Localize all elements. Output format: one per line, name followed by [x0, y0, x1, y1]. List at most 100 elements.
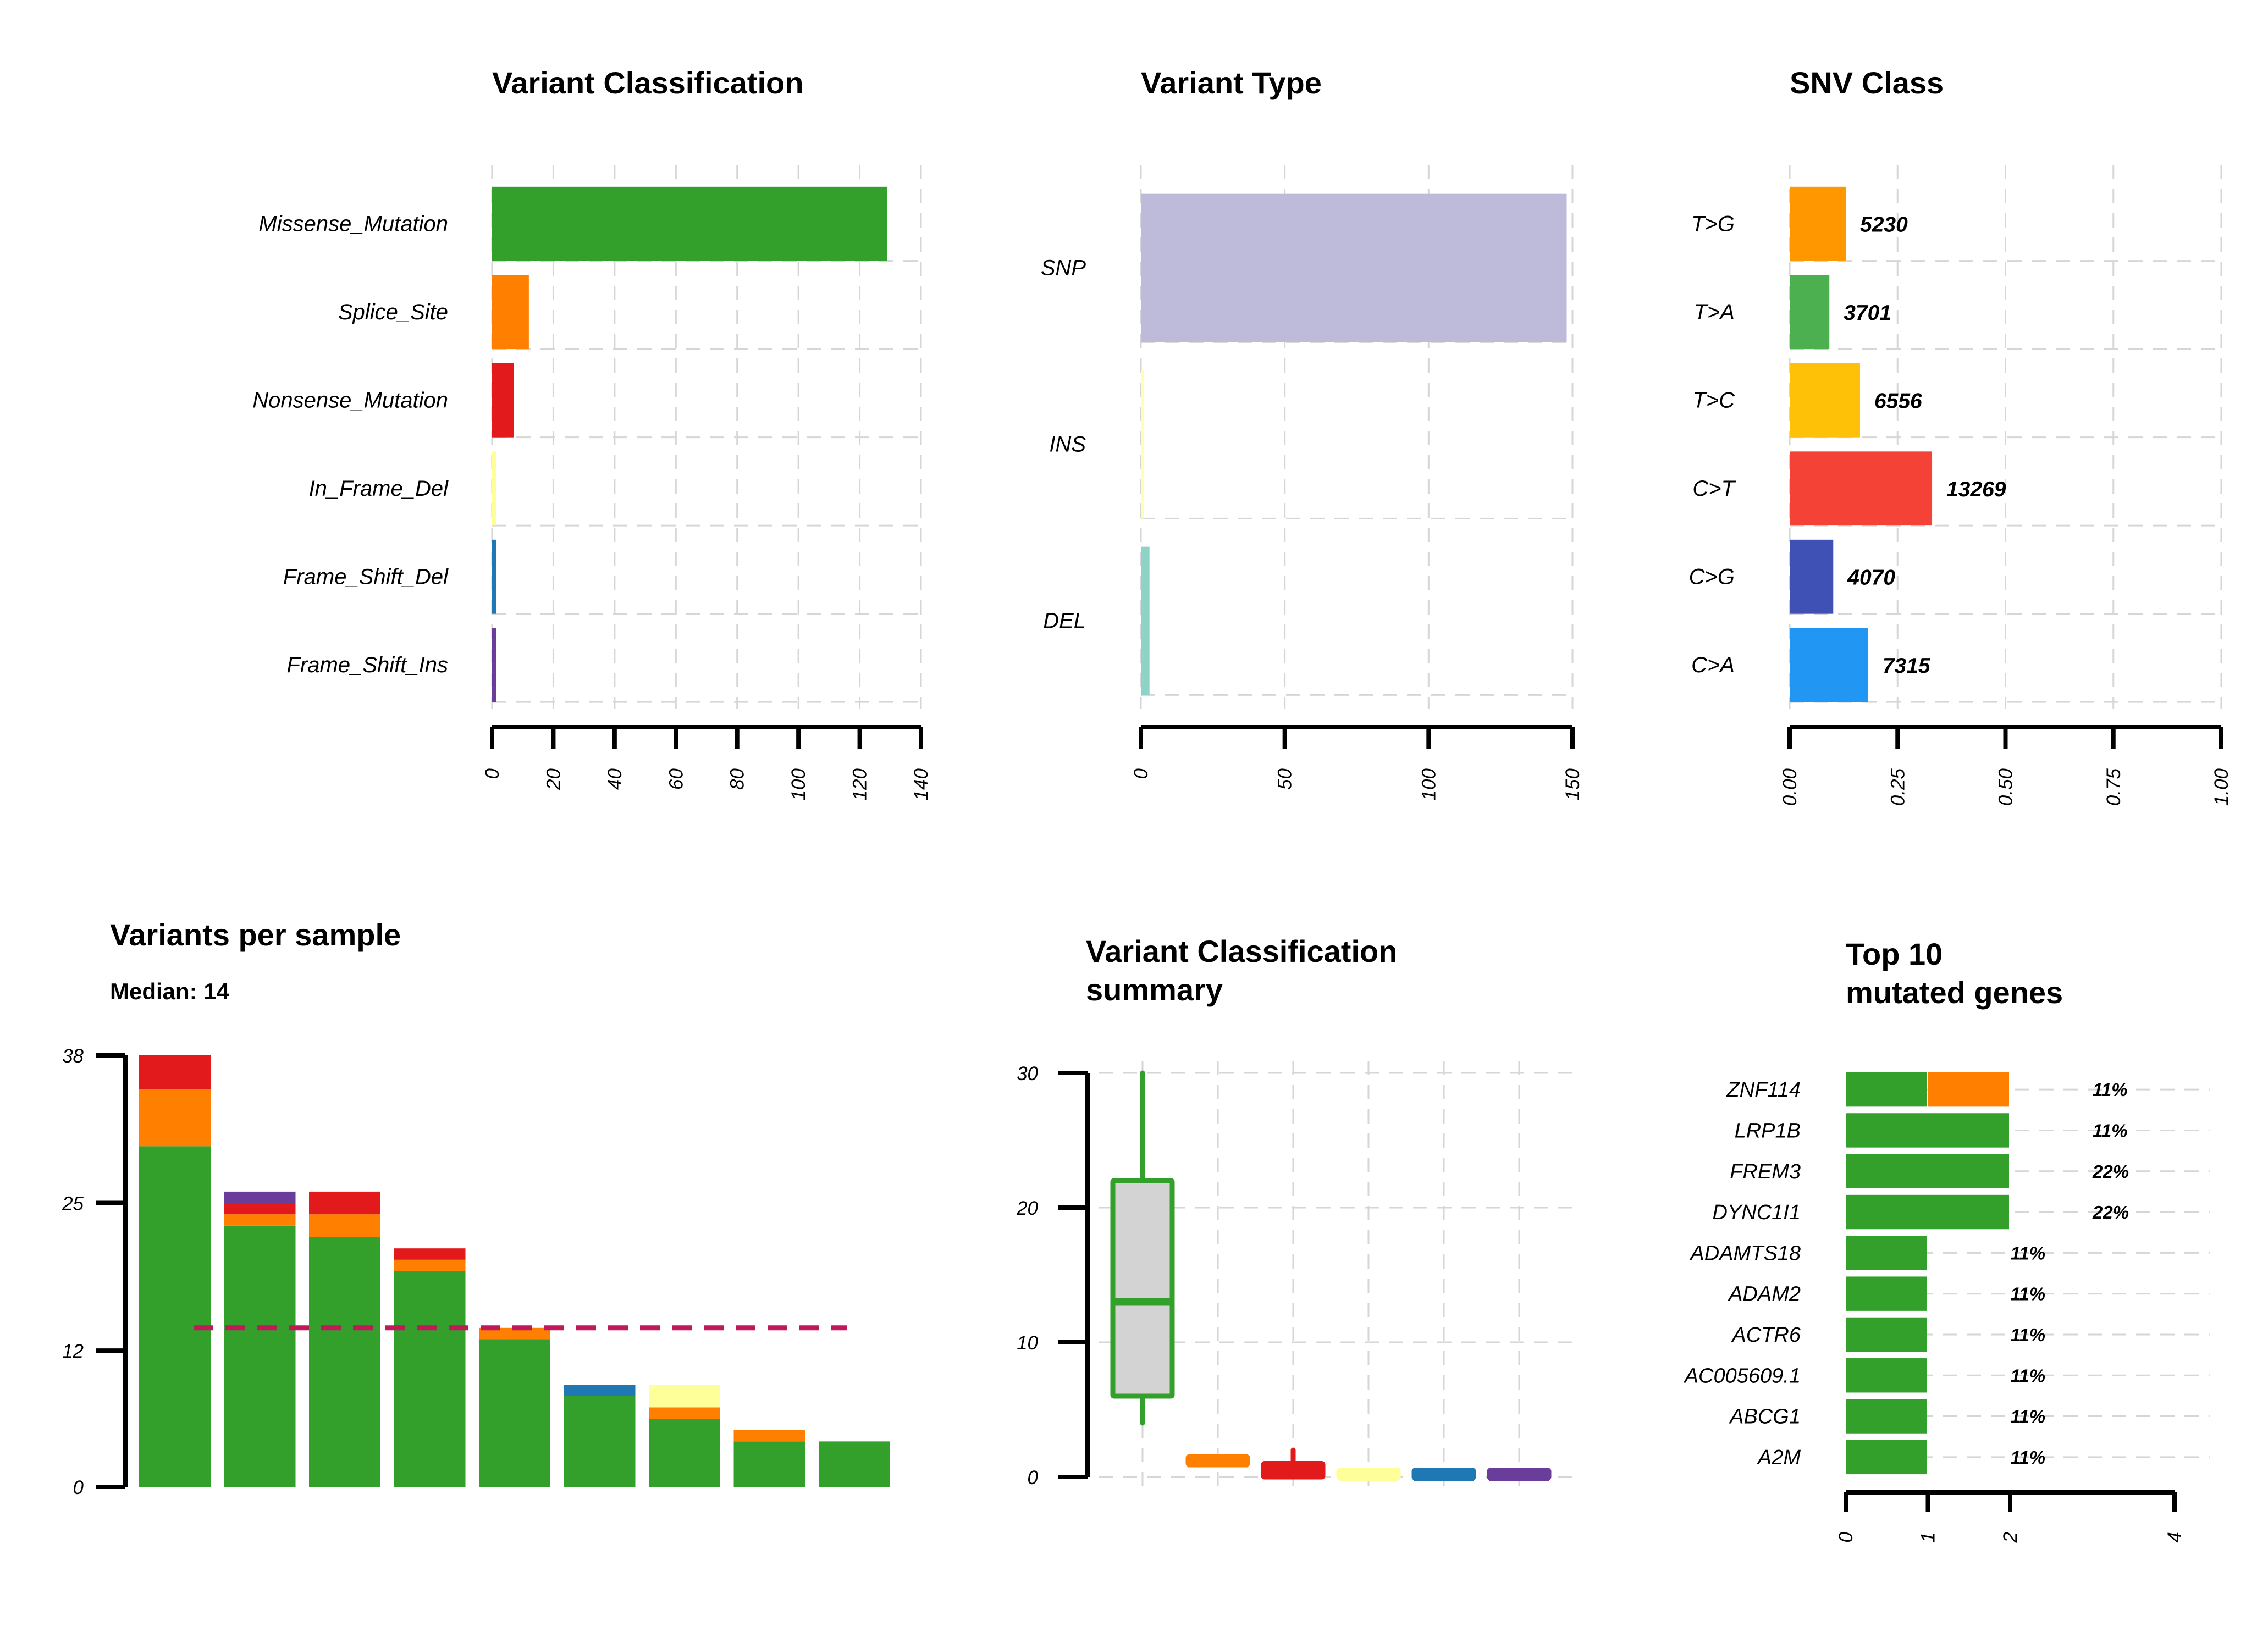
- vps-bar-sample2-missense-mutation: [224, 1225, 296, 1487]
- snv-count-c-t: 13269: [1946, 478, 2006, 501]
- snv-count-c-g: 4070: [1847, 566, 1895, 589]
- snv-count-t-a: 3701: [1844, 301, 1891, 325]
- vps-y-tick-label: 38: [62, 1045, 84, 1067]
- top10-title-line1: Top 10: [1846, 937, 1943, 971]
- top10-percent-actr6: 11%: [2011, 1325, 2046, 1345]
- vps-title: Variants per sample: [110, 917, 401, 952]
- top10-percent-abcg1: 11%: [2011, 1407, 2046, 1427]
- vps-bar-sample4-missense-mutation: [394, 1271, 466, 1487]
- top10-bar-frem3-missense-mutation: [1846, 1154, 2009, 1188]
- vt-x-tick-label: 150: [1562, 768, 1583, 800]
- top10-gene-abcg1: ABCG1: [1729, 1405, 1801, 1429]
- variant-classification-summary-chart: 0 10 20 30: [1016, 1061, 1575, 1491]
- vt-title: Variant Type: [1141, 65, 1322, 100]
- vc-x-tick-label: 0: [482, 768, 503, 779]
- vps-bar-sample3-nonsense-mutation: [309, 1191, 380, 1215]
- top10-percent-adam2: 11%: [2011, 1284, 2046, 1304]
- snv-class-chart: T>G 5230 T>A 3701 T>C 6556 C>T 13269 C>G 4070 C>A 7…: [1689, 165, 2232, 806]
- vc-label-frame-shift-del: Frame_Shift_Del: [283, 565, 449, 589]
- snv-bar-t-c: [1790, 363, 1860, 438]
- vt-x-tick-label: 50: [1274, 768, 1296, 789]
- vc-label-splice-site: Splice_Site: [338, 300, 448, 324]
- vps-bar-sample8-missense-mutation: [733, 1441, 805, 1487]
- top10-bar-a2m-missense-mutation: [1846, 1440, 1927, 1475]
- top10-gene-adamts18: ADAMTS18: [1689, 1242, 1801, 1265]
- vcs-y-tick-label: 20: [1016, 1198, 1038, 1219]
- snv-count-t-c: 6556: [1874, 389, 1922, 413]
- vc-x-tick-label: 120: [849, 768, 871, 800]
- top10-genes-chart: ZNF114 11% LRP1B 11% FREM3 22% DYNC1I1 22% ADAMT…: [1684, 1072, 2210, 1543]
- vc-bar-frame-shift-ins: [492, 628, 496, 702]
- vt-label-del: DEL: [1043, 609, 1086, 633]
- top10-x-tick-label: 0: [1835, 1531, 1857, 1542]
- snv-label-t-c: T>C: [1692, 388, 1735, 412]
- snv-x-tick-label: 0.75: [2103, 768, 2124, 806]
- vps-bar-sample2-splice-site: [224, 1214, 296, 1226]
- snv-label-c-a: C>A: [1691, 653, 1735, 677]
- top10-percent-znf114: 11%: [2093, 1080, 2128, 1100]
- snv-bar-c-g: [1790, 539, 1834, 614]
- vps-bar-sample5-missense-mutation: [479, 1339, 550, 1487]
- top10-percent-lrp1b: 11%: [2093, 1120, 2128, 1141]
- vc-x-tick-label: 20: [543, 768, 564, 790]
- top10-gene-actr6: ACTR6: [1731, 1324, 1801, 1347]
- top10-percent-adamts18: 11%: [2011, 1243, 2046, 1263]
- snv-bar-t-g: [1790, 186, 1846, 261]
- vt-label-snp: SNP: [1041, 256, 1086, 280]
- vps-y-tick-label: 12: [62, 1341, 84, 1362]
- snv-label-t-a: T>A: [1694, 300, 1735, 324]
- top10-x-tick-label: 2: [2000, 1532, 2021, 1543]
- top10-bar-znf114-splice-site: [1928, 1072, 2009, 1107]
- vcs-title-line2: summary: [1086, 972, 1223, 1007]
- vt-x-tick-label: 100: [1418, 768, 1439, 800]
- vc-x-tick-label: 140: [910, 768, 932, 800]
- vc-label-nonsense-mutation: Nonsense_Mutation: [252, 388, 448, 412]
- top10-percent-dync1i1: 22%: [2092, 1202, 2129, 1222]
- snv-x-tick-label: 0.25: [1887, 768, 1908, 806]
- vps-bar-sample7-splice-site: [649, 1407, 720, 1419]
- vps-bar-sample7-missense-mutation: [649, 1419, 720, 1487]
- vps-subtitle: Median: 14: [110, 978, 230, 1004]
- snv-x-tick-label: 0.50: [1995, 768, 2017, 806]
- vc-title: Variant Classification: [492, 65, 803, 100]
- vps-y-tick-label: 0: [73, 1477, 84, 1498]
- vc-bar-in-frame-del: [492, 451, 496, 526]
- top10-bar-ac005609-1-missense-mutation: [1846, 1358, 1927, 1393]
- top10-bar-dync1i1-missense-mutation: [1846, 1194, 2009, 1230]
- vps-bar-sample2-nonsense-mutation: [224, 1203, 296, 1215]
- top10-percent-a2m: 11%: [2011, 1447, 2046, 1468]
- snv-label-c-g: C>G: [1689, 565, 1735, 589]
- snv-title: SNV Class: [1790, 65, 1944, 100]
- snv-count-t-g: 5230: [1860, 213, 1908, 236]
- vc-x-tick-label: 40: [604, 768, 626, 789]
- vcs-y-tick-label: 30: [1017, 1063, 1038, 1084]
- vps-bar-sample3-splice-site: [309, 1214, 380, 1237]
- vcs-box-missense-mutation: [1110, 1178, 1175, 1399]
- vt-bar-snp: [1141, 193, 1567, 342]
- snv-label-c-t: C>T: [1692, 477, 1736, 501]
- vps-bar-sample1-nonsense-mutation: [139, 1055, 211, 1089]
- top10-gene-znf114: ZNF114: [1726, 1078, 1801, 1102]
- top10-gene-adam2: ADAM2: [1728, 1283, 1801, 1306]
- snv-x-tick-label: 1.00: [2211, 768, 2232, 806]
- variant-classification-chart: Missense_Mutation Splice_Site Nonsense_Mut…: [252, 165, 932, 800]
- vt-bar-del: [1141, 546, 1150, 695]
- vc-bar-frame-shift-del: [492, 539, 496, 614]
- vps-bar-sample4-nonsense-mutation: [394, 1248, 466, 1260]
- top10-x-tick-label: 1: [1918, 1532, 1939, 1542]
- vc-label-in-frame-del: In_Frame_Del: [309, 477, 449, 501]
- snv-bar-c-a: [1790, 628, 1868, 702]
- vc-x-tick-label: 60: [665, 768, 687, 789]
- vt-bar-ins: [1141, 370, 1144, 519]
- snv-bar-t-a: [1790, 275, 1830, 350]
- vc-label-frame-shift-ins: Frame_Shift_Ins: [287, 653, 448, 677]
- top10-percent-ac005609-1: 11%: [2011, 1365, 2046, 1386]
- vps-bar-sample8-splice-site: [733, 1430, 805, 1442]
- vps-bar-sample7-in-frame-del: [649, 1385, 720, 1408]
- vps-bar-sample1-missense-mutation: [139, 1146, 211, 1487]
- vc-bar-splice-site: [492, 275, 529, 350]
- top10-gene-dync1i1: DYNC1I1: [1713, 1201, 1801, 1224]
- vps-y-tick-label: 25: [62, 1193, 84, 1215]
- top10-bar-abcg1-missense-mutation: [1846, 1399, 1927, 1434]
